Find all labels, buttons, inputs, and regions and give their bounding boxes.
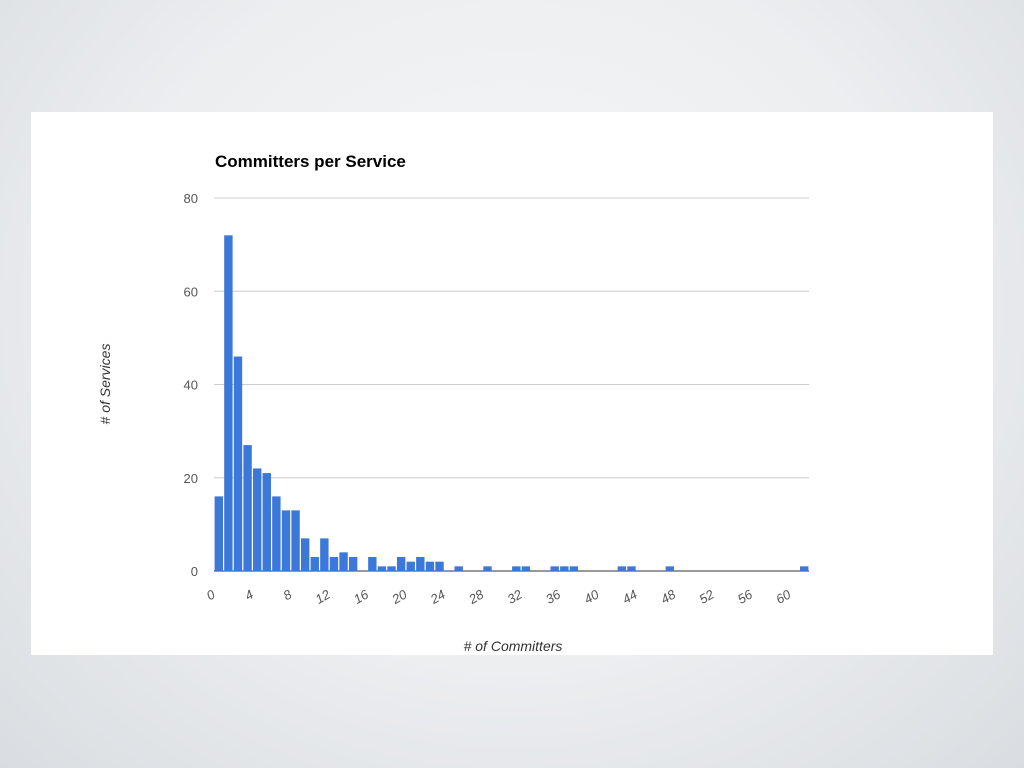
x-tick-label: 16: [351, 586, 372, 607]
histogram-bar: [665, 566, 675, 571]
histogram-bar: [617, 566, 627, 571]
chart-title: Committers per Service: [215, 152, 406, 171]
histogram-bar: [800, 566, 809, 571]
bars: [214, 235, 809, 572]
histogram-bar: [339, 552, 348, 571]
y-tick-label: 80: [184, 191, 198, 206]
histogram-bar: [368, 557, 377, 571]
histogram-bar: [550, 566, 559, 571]
x-axis-ticks: 0 4 8 12 16 20 24 28 32 36 40 44 48 52 56 60: [204, 586, 794, 607]
histogram-bar: [252, 468, 262, 571]
x-axis-label: # of Committers: [464, 638, 563, 654]
slide-card: [31, 112, 993, 655]
histogram-bar: [300, 538, 310, 571]
histogram-bar: [310, 557, 319, 571]
y-tick-label: 0: [191, 564, 198, 579]
histogram-bar: [281, 510, 291, 571]
histogram-bar: [425, 561, 435, 571]
histogram-bar: [377, 566, 387, 571]
y-tick-label: 20: [184, 471, 198, 486]
histogram-bar: [214, 496, 223, 571]
y-tick-label: 60: [184, 284, 198, 299]
histogram-bar: [454, 566, 463, 571]
x-tick-label: 60: [773, 586, 794, 607]
histogram-bar: [291, 510, 300, 571]
y-axis-label: # of Services: [97, 344, 113, 425]
histogram-bar: [329, 557, 339, 571]
x-tick-label: 0: [204, 586, 218, 603]
histogram-bar: [272, 496, 281, 571]
histogram-bar: [348, 557, 358, 571]
histogram-bar: [483, 566, 492, 571]
x-tick-label: 24: [427, 587, 448, 608]
x-tick-label: 44: [620, 587, 640, 607]
x-tick-label: 48: [658, 586, 679, 607]
histogram-bar: [521, 566, 531, 571]
histogram-bar: [243, 445, 252, 571]
y-tick-label: 40: [184, 378, 198, 393]
x-tick-label: 4: [242, 587, 256, 604]
histogram-bar: [406, 561, 415, 571]
gridlines: [214, 197, 809, 572]
x-tick-label: 40: [581, 586, 602, 607]
histogram-bar: [560, 566, 569, 571]
histogram-bar: [387, 566, 396, 571]
histogram-bar: [224, 235, 233, 572]
x-tick-label: 12: [313, 586, 334, 607]
x-tick-label: 32: [505, 586, 526, 607]
histogram-bar: [396, 557, 406, 571]
histogram-bar: [435, 561, 444, 571]
histogram-bar: [627, 566, 636, 571]
x-tick-label: 28: [465, 586, 487, 607]
histogram-bar: [262, 473, 271, 571]
x-tick-label: 36: [543, 586, 564, 607]
histogram-bar: [320, 538, 329, 571]
histogram-bar: [512, 566, 521, 571]
histogram-bar: [416, 557, 425, 571]
x-tick-label: 52: [697, 586, 718, 607]
histogram-bar: [569, 566, 579, 571]
histogram-bar: [233, 356, 243, 571]
x-tick-label: 56: [735, 586, 756, 607]
y-axis-ticks: 0 20 40 60 80: [184, 191, 198, 579]
x-tick-label: 20: [389, 586, 411, 607]
x-tick-label: 8: [281, 586, 295, 603]
